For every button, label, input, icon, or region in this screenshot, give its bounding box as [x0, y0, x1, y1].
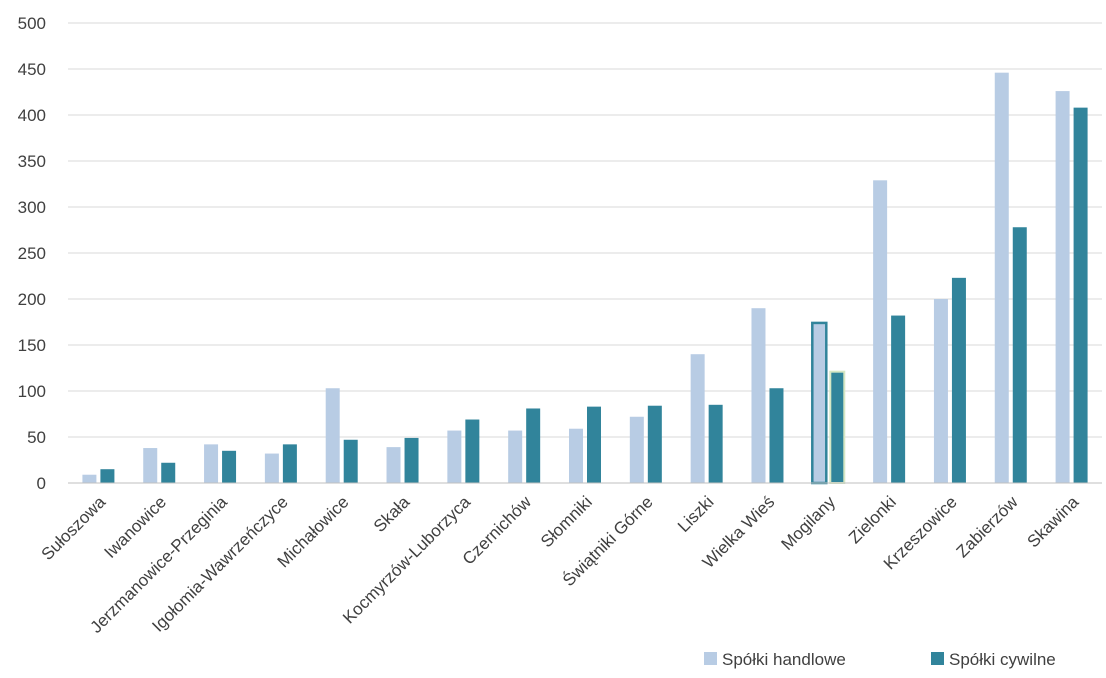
bar-cywilne — [647, 405, 662, 483]
bar-handlowe — [1055, 91, 1070, 483]
bar-handlowe — [325, 388, 340, 483]
bar-cywilne — [891, 315, 906, 483]
x-category-label: Skała — [370, 492, 414, 536]
x-category-label: Słomniki — [537, 492, 596, 551]
y-tick-label: 50 — [27, 428, 46, 447]
y-tick-label: 450 — [18, 60, 46, 79]
x-axis-labels: SułoszowaIwanowiceJerzmanowice-Przeginia… — [38, 492, 1083, 637]
bar-cywilne — [708, 404, 723, 483]
bar-handlowe — [933, 299, 948, 483]
legend-label-cywilne: Spółki cywilne — [949, 650, 1056, 669]
x-category-label: Zabierzów — [953, 492, 1022, 561]
bar-cywilne — [404, 437, 419, 483]
x-category-label: Sułoszowa — [38, 492, 110, 564]
bar-cywilne — [161, 462, 176, 483]
bar-handlowe — [994, 72, 1009, 484]
legend: Spółki handlowe Spółki cywilne — [704, 650, 1056, 669]
y-tick-label: 300 — [18, 198, 46, 217]
bars — [82, 72, 1088, 485]
bar-cywilne — [1073, 107, 1088, 483]
y-tick-label: 250 — [18, 244, 46, 263]
bar-cywilne — [526, 408, 541, 483]
bar-cywilne — [829, 370, 846, 484]
bar-cywilne — [1012, 227, 1027, 483]
bar-handlowe — [629, 416, 644, 483]
bar-cywilne — [282, 444, 297, 483]
bar-handlowe — [751, 308, 766, 483]
y-tick-label: 350 — [18, 152, 46, 171]
bar-cywilne — [343, 439, 358, 483]
bar-handlowe — [447, 430, 462, 483]
bar-handlowe — [569, 428, 583, 483]
bar-handlowe — [204, 444, 219, 483]
y-tick-label: 100 — [18, 382, 46, 401]
y-tick-label: 0 — [37, 474, 46, 493]
y-tick-label: 500 — [18, 14, 46, 33]
y-tick-label: 150 — [18, 336, 46, 355]
bar-handlowe — [873, 180, 888, 483]
y-tick-label: 400 — [18, 106, 46, 125]
x-category-label: Mogilany — [778, 492, 840, 554]
gridlines — [68, 22, 1102, 438]
bar-cywilne — [222, 450, 237, 483]
legend-swatch-handlowe — [704, 652, 717, 665]
bar-cywilne — [465, 419, 480, 483]
y-tick-label: 200 — [18, 290, 46, 309]
legend-label-handlowe: Spółki handlowe — [722, 650, 846, 669]
bar-handlowe — [82, 474, 97, 483]
bar-handlowe — [143, 448, 158, 483]
x-category-label: Skawina — [1024, 492, 1083, 551]
bar-cywilne — [587, 406, 601, 483]
bar-handlowe — [264, 453, 279, 483]
bar-handlowe — [386, 447, 401, 483]
y-axis-ticks: 0 50 100 150 200 250 300 350 400 450 500 — [18, 14, 46, 493]
bar-cywilne — [100, 469, 115, 483]
bar-handlowe — [508, 430, 523, 483]
legend-swatch-cywilne — [931, 652, 944, 665]
x-category-label: Zielonki — [845, 492, 900, 547]
bar-handlowe — [690, 354, 705, 483]
bar-handlowe — [811, 321, 828, 485]
bar-cywilne — [951, 277, 966, 483]
x-category-label: Liszki — [674, 492, 717, 535]
bar-cywilne — [769, 388, 784, 483]
